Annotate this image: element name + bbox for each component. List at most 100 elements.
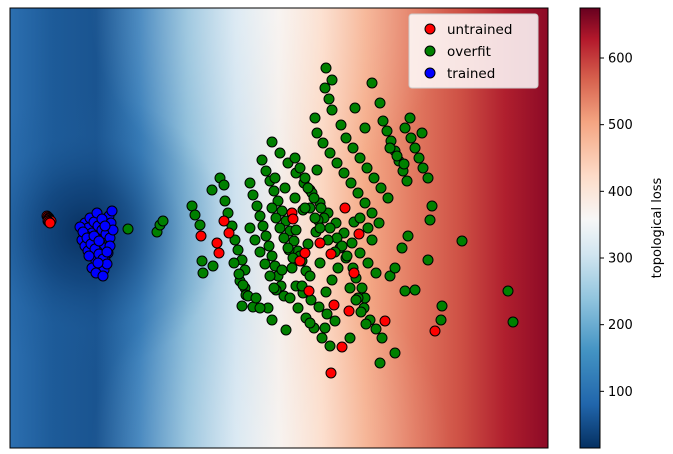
point-untrained-16 xyxy=(294,255,306,267)
point-untrained-18 xyxy=(303,285,315,297)
point-overfit-164 xyxy=(332,262,344,274)
point-overfit-142 xyxy=(384,270,396,282)
point-overfit-168 xyxy=(249,234,261,246)
point-overfit-111 xyxy=(366,207,378,219)
point-untrained-23 xyxy=(343,305,355,317)
point-trained-46 xyxy=(83,250,95,262)
point-overfit-179 xyxy=(359,122,371,134)
point-overfit-144 xyxy=(396,242,408,254)
point-overfit-160 xyxy=(304,317,316,329)
legend-label-overfit: overfit xyxy=(447,44,491,60)
point-overfit-102 xyxy=(309,112,321,124)
point-untrained-19 xyxy=(314,237,326,249)
point-overfit-89 xyxy=(316,332,328,344)
point-trained-49 xyxy=(99,220,111,232)
point-overfit-44 xyxy=(288,235,300,247)
point-overfit-207 xyxy=(314,257,326,269)
point-untrained-15 xyxy=(287,213,299,225)
point-overfit-8 xyxy=(196,255,208,267)
point-overfit-146 xyxy=(409,284,421,296)
point-overfit-120 xyxy=(382,192,394,204)
point-overfit-39 xyxy=(268,185,280,197)
legend-marker-overfit xyxy=(424,45,436,57)
point-overfit-192 xyxy=(270,212,282,224)
colorbar: 100 200 300 400 500 600 topological loss xyxy=(579,7,665,449)
point-untrained-9 xyxy=(195,230,207,242)
point-overfit-10 xyxy=(207,260,219,272)
point-overfit-154 xyxy=(502,285,514,297)
point-untrained-26 xyxy=(336,341,348,353)
point-trained-37 xyxy=(101,258,113,270)
point-overfit-186 xyxy=(366,234,378,246)
point-overfit-149 xyxy=(424,214,436,226)
point-overfit-71 xyxy=(294,162,306,174)
point-untrained-10 xyxy=(211,237,223,249)
point-untrained-17 xyxy=(299,247,311,259)
point-overfit-215 xyxy=(350,294,362,306)
point-overfit-170 xyxy=(259,258,271,270)
point-overfit-169 xyxy=(254,246,266,258)
point-overfit-103 xyxy=(311,127,323,139)
colorbar-tick-label-4: 500 xyxy=(608,118,633,133)
point-overfit-202 xyxy=(299,202,311,214)
point-overfit-106 xyxy=(331,157,343,169)
point-overfit-75 xyxy=(315,202,327,214)
point-untrained-21 xyxy=(339,202,351,214)
point-overfit-107 xyxy=(338,167,350,179)
point-overfit-158 xyxy=(344,332,356,344)
point-overfit-211 xyxy=(254,302,266,314)
point-overfit-31 xyxy=(266,250,278,262)
point-untrained-8 xyxy=(44,217,56,229)
point-overfit-195 xyxy=(233,268,245,280)
point-overfit-110 xyxy=(359,197,371,209)
point-overfit-141 xyxy=(376,332,388,344)
point-overfit-86 xyxy=(292,302,304,314)
point-overfit-172 xyxy=(268,282,280,294)
point-overfit-203 xyxy=(309,212,321,224)
point-overfit-101 xyxy=(326,74,338,86)
point-overfit-121 xyxy=(366,77,378,89)
point-overfit-100 xyxy=(320,62,332,74)
point-overfit-30 xyxy=(263,240,275,252)
colorbar-tick-label-5: 600 xyxy=(608,52,633,67)
point-overfit-157 xyxy=(374,357,386,369)
point-overfit-4 xyxy=(186,200,198,212)
colorbar-tick-label-2: 300 xyxy=(608,252,633,267)
colorbar-ticks: 100 200 300 400 500 600 xyxy=(600,52,633,400)
point-overfit-104 xyxy=(317,137,329,149)
point-overfit-67 xyxy=(354,247,366,259)
point-overfit-150 xyxy=(426,200,438,212)
point-overfit-26 xyxy=(251,200,263,212)
point-overfit-156 xyxy=(389,347,401,359)
colorbar-gradient xyxy=(579,7,601,449)
point-overfit-73 xyxy=(302,182,314,194)
point-overfit-140 xyxy=(370,323,382,335)
point-overfit-159 xyxy=(319,322,331,334)
point-untrained-13 xyxy=(223,227,235,239)
point-overfit-131 xyxy=(413,152,425,164)
legend-box xyxy=(408,13,539,89)
point-overfit-201 xyxy=(289,192,301,204)
point-overfit-13 xyxy=(219,195,231,207)
point-overfit-183 xyxy=(391,150,403,162)
point-overfit-155 xyxy=(507,316,519,328)
point-overfit-96 xyxy=(329,315,341,327)
point-overfit-24 xyxy=(244,177,256,189)
point-overfit-112 xyxy=(373,217,385,229)
point-overfit-129 xyxy=(405,132,417,144)
point-overfit-216 xyxy=(355,306,367,318)
point-overfit-94 xyxy=(313,301,325,313)
point-untrained-28 xyxy=(379,315,391,327)
point-overfit-70 xyxy=(289,152,301,164)
legend-marker-trained xyxy=(424,67,436,79)
point-overfit-40 xyxy=(272,195,284,207)
point-overfit-194 xyxy=(228,257,240,269)
point-overfit-0 xyxy=(122,223,134,235)
point-trained-41 xyxy=(101,246,113,258)
legend-marker-untrained xyxy=(424,23,436,35)
point-overfit-57 xyxy=(274,147,286,159)
point-overfit-25 xyxy=(247,189,259,201)
plot-frame xyxy=(9,7,549,449)
point-overfit-148 xyxy=(422,254,434,266)
point-overfit-145 xyxy=(402,230,414,242)
